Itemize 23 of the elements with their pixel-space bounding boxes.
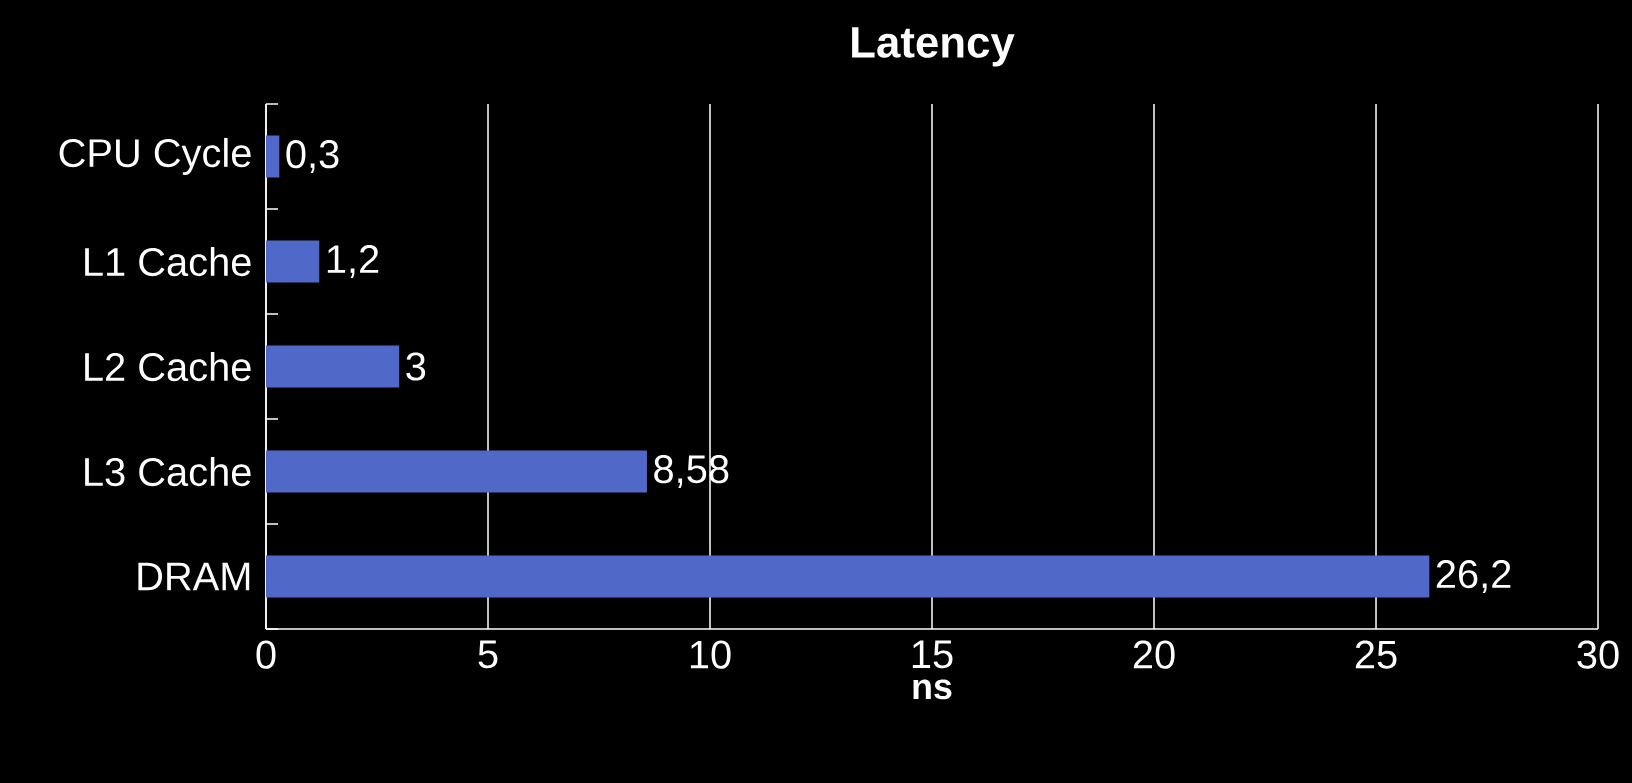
data-label: 26,2	[1436, 560, 1511, 593]
x-axis-title: ns	[913, 679, 952, 700]
data-label: 3	[406, 352, 426, 381]
y-tick-label: DRAM	[138, 562, 250, 591]
y-tick-label: L1 Cache	[85, 246, 251, 277]
x-tick-label: 5	[478, 640, 498, 669]
x-tick-label: 15	[912, 640, 953, 669]
x-tick-label: 30	[1577, 640, 1619, 669]
x-tick-label: 10	[690, 640, 731, 669]
bar	[266, 135, 280, 178]
data-label: 0,3	[286, 140, 339, 173]
data-label: 1,2	[327, 245, 379, 278]
x-tick-label: 0	[256, 640, 276, 669]
bar	[266, 345, 400, 388]
y-tick-label: L3 Cache	[85, 456, 251, 487]
bar	[266, 450, 647, 493]
y-tick-label: CPU Cycle	[59, 137, 251, 176]
bar	[266, 555, 1430, 598]
y-tick-label: L2 Cache	[85, 351, 251, 382]
x-tick-label: 25	[1355, 640, 1397, 669]
x-tick-label: 20	[1133, 640, 1175, 669]
chart-title: Latency	[852, 27, 1015, 67]
bar	[266, 240, 320, 283]
